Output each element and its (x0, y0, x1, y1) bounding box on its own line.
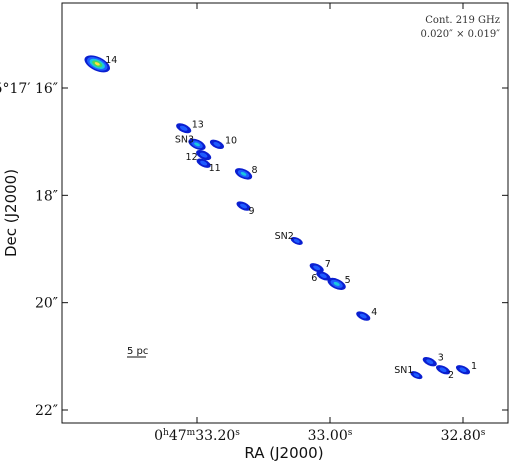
emission-blob-4 (356, 311, 371, 321)
emission-blob-12 (196, 150, 212, 161)
source-label-11: 11 (209, 163, 221, 174)
source-label-sn1: SN1 (394, 365, 413, 376)
scale-bar-label: 5 pc (127, 346, 148, 357)
emission-blob-sn1 (410, 371, 423, 380)
emission-contour (199, 152, 208, 158)
emission-blob-10 (209, 139, 224, 150)
emission-contour (194, 142, 200, 147)
plot-frame (61, 2, 509, 424)
y-tick-label: 22″ (35, 403, 58, 419)
emission-blob-5 (327, 277, 346, 290)
emission-blob-13 (176, 123, 192, 134)
source-label-7: 7 (325, 259, 331, 270)
source-label-10: 10 (225, 135, 237, 146)
source-label-4: 4 (371, 307, 377, 318)
emission-blob-9 (236, 201, 251, 211)
source-label-sn3: SN3 (175, 134, 194, 145)
y-tick-label: 18″ (35, 188, 58, 204)
source-label-1: 1 (471, 361, 477, 372)
y-tick-label: 20″ (35, 296, 58, 312)
emission-contour (333, 281, 340, 286)
emission-blob-1 (455, 365, 471, 375)
emission-blob-2 (436, 365, 451, 375)
axis-ticks: 0h47m33.20s 33.00s 32.80s -25°17′ 16″ 18″ 20″… (0, 3, 508, 444)
x-tick-label: 0h47m33.20s (154, 428, 240, 444)
emission-blob-7 (309, 263, 324, 273)
emission-blob-sn2 (290, 236, 303, 245)
source-label-13: 13 (192, 119, 204, 130)
emission-contour (293, 238, 300, 243)
emission-contour (439, 367, 447, 373)
source-label-8: 8 (252, 165, 258, 176)
annotation-line-2: 0.020″ × 0.019″ (421, 29, 501, 40)
source-label-6: 6 (311, 273, 317, 284)
source-label-12: 12 (186, 152, 198, 163)
emission-contour (94, 62, 100, 66)
y-tick-label: -25°17′ 16″ (0, 81, 58, 97)
emission-blob-6 (316, 271, 331, 281)
emission-blob-11 (196, 158, 211, 168)
annotation-line-1: Cont. 219 GHz (425, 15, 500, 26)
emission-blob-14 (84, 55, 111, 73)
emission-contour (240, 203, 248, 209)
source-labels: 14 13 SN3 12 10 11 8 9 SN2 76 5 4 SN1 32 1 (105, 55, 477, 381)
emission-blob-3 (422, 357, 437, 367)
emission-contour (313, 265, 321, 271)
x-tick-label: 33.00s (308, 428, 353, 444)
source-label-9: 9 (249, 206, 255, 217)
emission-blob-8 (234, 168, 253, 180)
x-tick-label: 32.80s (441, 428, 486, 444)
source-label-3: 3 (438, 353, 444, 364)
emission-contour (413, 373, 420, 378)
emission-contour (240, 171, 247, 176)
emission-contour (359, 313, 367, 319)
emission-contour (179, 125, 188, 131)
emission-layer (84, 55, 471, 380)
emission-contour (459, 367, 467, 373)
source-label-2: 2 (448, 370, 454, 381)
emission-blob-sn3 (188, 138, 206, 151)
x-axis-title: RA (J2000) (244, 444, 323, 462)
emission-contour (213, 142, 221, 147)
source-label-5: 5 (345, 275, 351, 286)
source-label-14: 14 (105, 55, 117, 66)
y-axis-title: Dec (J2000) (2, 169, 20, 257)
source-label-sn2: SN2 (275, 231, 294, 242)
emission-contour (319, 273, 327, 279)
emission-contour (426, 359, 434, 365)
emission-contour (200, 160, 208, 166)
